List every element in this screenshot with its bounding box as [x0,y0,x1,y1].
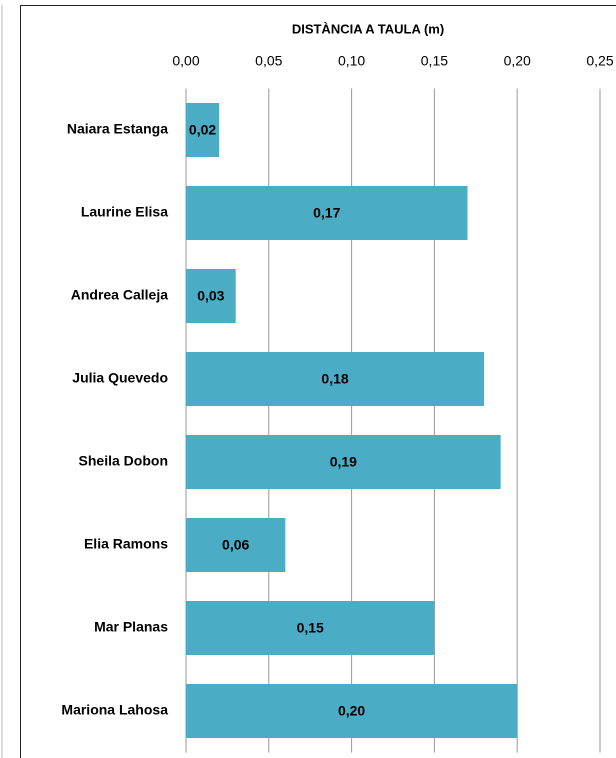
bar [186,435,501,489]
x-tick-label: 0,05 [255,53,282,69]
x-tick-label: 0,10 [338,53,365,69]
data-label: 0,03 [197,288,224,304]
data-label: 0,18 [321,371,348,387]
x-tick-label: 0,00 [172,53,199,69]
x-tick-label: 0,15 [421,53,448,69]
y-tick-label: Julia Quevedo [72,370,168,386]
bar [186,684,518,738]
y-tick-label: Sheila Dobon [79,453,168,469]
bar [186,103,220,157]
y-tick-label: Naiara Estanga [67,121,168,137]
data-label: 0,17 [313,205,340,221]
bar [186,186,468,240]
y-tick-label: Mar Planas [94,619,168,635]
y-tick-label: Andrea Calleja [71,287,168,303]
data-label: 0,06 [222,537,249,553]
bar [186,518,286,572]
x-tick-label: 0,25 [586,53,613,69]
y-tick-label: Mariona Lahosa [61,702,168,718]
data-label: 0,15 [297,620,324,636]
y-tick-label: Laurine Elisa [81,204,168,220]
x-tick-label: 0,20 [504,53,531,69]
data-label: 0,02 [189,122,216,138]
chart-title: DISTÀNCIA A TAULA (m) [292,21,444,36]
data-label: 0,20 [338,703,365,719]
data-label: 0,19 [330,454,357,470]
bar [186,601,435,655]
chart-border [20,5,616,758]
bar [186,352,485,406]
y-tick-label: Elia Ramons [84,536,168,552]
bar [186,269,236,323]
